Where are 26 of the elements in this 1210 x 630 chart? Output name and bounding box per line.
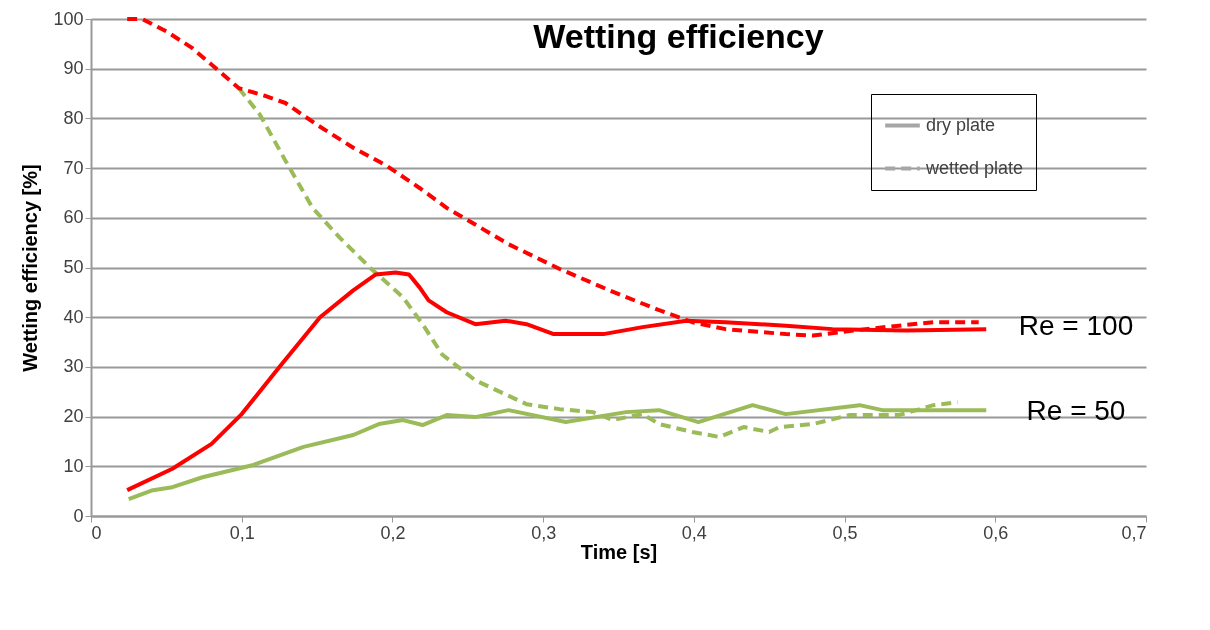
y-tick-label: 90	[63, 58, 84, 79]
y-tick-label: 60	[63, 207, 84, 228]
y-tick-label: 50	[63, 257, 84, 277]
x-tick-label: 0,2	[380, 522, 406, 543]
x-tick-label: 0,1	[229, 522, 255, 543]
annotation: wetted plate	[925, 157, 1024, 178]
x-tick-label: 0,5	[832, 522, 858, 543]
x-tick-label: 0,3	[531, 522, 557, 543]
y-tick-label: 30	[63, 356, 84, 377]
x-axis-title: Time [s]	[580, 540, 658, 563]
y-tick-label: 70	[63, 157, 84, 178]
annotation: dry plate	[926, 114, 996, 135]
chart-title: Wetting efficiency	[533, 17, 824, 55]
y-tick-label: 0	[73, 505, 84, 526]
annotation: Re = 50	[1026, 395, 1126, 426]
y-tick-label: 20	[63, 406, 84, 427]
y-tick-label: 10	[63, 455, 84, 476]
y-axis-title: Wetting efficiency [%]	[19, 164, 42, 372]
y-tick-label: 80	[63, 107, 84, 128]
y-tick-label: 40	[63, 306, 84, 327]
x-tick-label: 0,4	[681, 522, 707, 543]
x-tick-label: 0,7	[1121, 522, 1147, 543]
annotation: Re = 100	[1018, 310, 1134, 341]
x-tick-label: 0,6	[983, 522, 1009, 543]
y-tick-label: 100	[53, 8, 84, 29]
x-tick-label: 0	[91, 522, 102, 543]
